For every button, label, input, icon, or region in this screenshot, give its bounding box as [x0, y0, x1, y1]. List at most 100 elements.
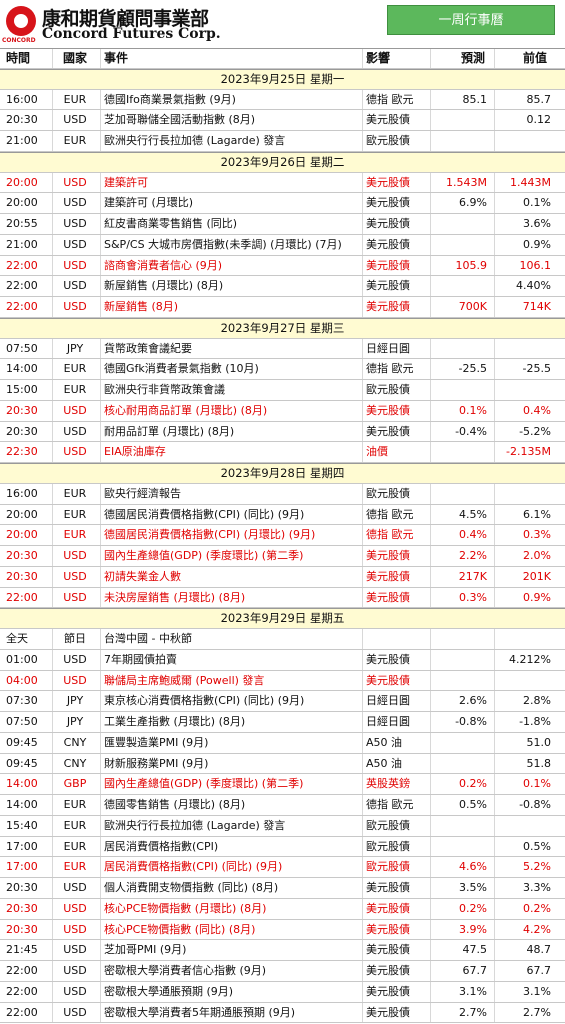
column-divider — [52, 815, 53, 836]
cell-country: EUR — [63, 507, 87, 521]
column-divider — [430, 483, 431, 504]
column-divider — [430, 732, 431, 753]
cell-time: 21:00 — [6, 237, 38, 251]
cell-country: USD — [63, 258, 87, 272]
cell-impact: 德指 歐元 — [366, 92, 414, 106]
cell-previous: 4.40% — [516, 279, 551, 293]
column-divider — [494, 919, 495, 940]
column-divider — [52, 172, 53, 193]
cell-forecast: 700K — [458, 300, 487, 313]
column-divider — [52, 898, 53, 919]
cell-event: 歐央行經濟報告 — [104, 486, 181, 500]
column-divider — [430, 774, 431, 794]
cell-event: 新屋銷售 (月環比) (8月) — [104, 279, 224, 293]
column-divider — [430, 442, 431, 462]
column-divider — [52, 836, 53, 857]
cell-event: 德國Ifo商業景氣指數 (9月) — [104, 92, 236, 106]
cell-time: 07:50 — [6, 715, 38, 728]
event-row: 22:00 USD 未決房屋銷售 (月環比) (8月) 美元股債 0.3% 0.9% — [0, 587, 565, 609]
cell-event: 核心耐用商品訂單 (月環比) (8月) — [104, 403, 268, 417]
cell-impact: 日經日圓 — [366, 715, 410, 728]
cell-impact: 美元股債 — [366, 217, 410, 230]
cell-time: 17:00 — [6, 860, 38, 874]
column-divider — [494, 421, 495, 442]
event-row: 07:50 JPY 貨幣政策會議紀要 日經日圓 — [0, 338, 565, 360]
column-divider — [52, 753, 53, 774]
cell-event: 歐洲央行行長拉加德 (Lagarde) 發言 — [104, 818, 286, 832]
column-divider — [494, 898, 495, 919]
cell-previous: -5.2% — [519, 424, 551, 438]
column-divider — [362, 525, 363, 545]
cell-impact: A50 油 — [366, 756, 403, 770]
cell-country: EUR — [63, 134, 87, 147]
cell-country: JPY — [66, 715, 84, 728]
column-divider — [430, 629, 431, 649]
column-divider — [494, 753, 495, 774]
cell-forecast: 4.6% — [459, 860, 487, 874]
cell-time: 15:40 — [6, 818, 38, 832]
column-divider — [362, 732, 363, 753]
cell-country: USD — [63, 881, 87, 894]
week-button[interactable]: 一周行事曆 — [387, 5, 555, 35]
cell-time: 21:45 — [6, 943, 38, 957]
column-divider — [430, 110, 431, 130]
cell-impact: 美元股債 — [366, 590, 410, 604]
cell-country: USD — [63, 403, 87, 417]
column-divider — [362, 504, 363, 525]
column-divider — [494, 380, 495, 400]
column-divider — [430, 712, 431, 732]
column-divider — [100, 774, 101, 794]
cell-event: 建築許可 (月環比) — [104, 196, 194, 210]
cell-forecast: 67.7 — [462, 964, 488, 977]
column-divider — [52, 214, 53, 234]
column-divider — [362, 442, 363, 462]
column-divider — [494, 836, 495, 857]
cell-previous: 0.9% — [523, 237, 551, 251]
column-divider — [100, 1002, 101, 1023]
column-divider — [494, 214, 495, 234]
column-divider — [494, 193, 495, 213]
column-divider — [100, 380, 101, 400]
column-divider — [362, 753, 363, 774]
cell-country: USD — [63, 237, 87, 251]
event-row: 07:30 JPY 東京核心消費價格指數(CPI) (同比) (9月) 日經日圓 2.6… — [0, 691, 565, 712]
column-header: 前值 — [522, 51, 547, 65]
column-divider — [494, 525, 495, 545]
cell-previous: 67.7 — [526, 964, 552, 977]
column-divider — [430, 400, 431, 421]
column-divider — [430, 815, 431, 836]
column-divider — [430, 857, 431, 877]
column-divider — [362, 380, 363, 400]
event-row: 09:45 CNY 匯豐製造業PMI (9月) A50 油 51.0 — [0, 732, 565, 754]
column-divider — [100, 214, 101, 234]
column-divider — [430, 504, 431, 525]
column-divider — [362, 629, 363, 649]
cell-previous: 0.1% — [523, 196, 551, 210]
cell-event: S&P/CS 大城市房價指數(未季調) (月環比) (7月) — [104, 237, 342, 251]
column-divider — [52, 49, 53, 68]
cell-time: 04:00 — [6, 673, 38, 687]
cell-time: 22:00 — [6, 1005, 38, 1019]
cell-impact: 油價 — [366, 445, 388, 459]
column-divider — [362, 815, 363, 836]
cell-impact: 歐元股債 — [366, 860, 410, 874]
cell-previous: 51.0 — [526, 735, 552, 749]
column-divider — [100, 815, 101, 836]
cell-event: 國內生產總值(GDP) (季度環比) (第二季) — [104, 777, 304, 791]
cell-event: 密歇根大學消費者信心指數 (9月) — [104, 964, 267, 977]
cell-event: 新屋銷售 (8月) — [104, 300, 179, 313]
cell-forecast: 3.9% — [459, 922, 487, 936]
cell-impact: 美元股債 — [366, 175, 410, 189]
column-divider — [100, 670, 101, 691]
cell-time: 17:00 — [6, 839, 38, 853]
day-header: 2023年9月26日 星期二 — [0, 151, 565, 173]
event-row: 22:00 USD 新屋銷售 (月環比) (8月) 美元股債 4.40% — [0, 276, 565, 297]
cell-event: 建築許可 — [104, 175, 148, 189]
cell-forecast: 1.543M — [446, 175, 487, 189]
cell-time: 20:30 — [6, 549, 38, 562]
calendar-table: 時間 國家 事件 影響 預測 前值 2023年9月25日 星期一 16:00 EUR 德國Ifo商… — [0, 48, 565, 1024]
column-divider — [362, 214, 363, 234]
column-divider — [52, 359, 53, 379]
column-divider — [52, 504, 53, 525]
cell-time: 20:30 — [6, 569, 38, 583]
